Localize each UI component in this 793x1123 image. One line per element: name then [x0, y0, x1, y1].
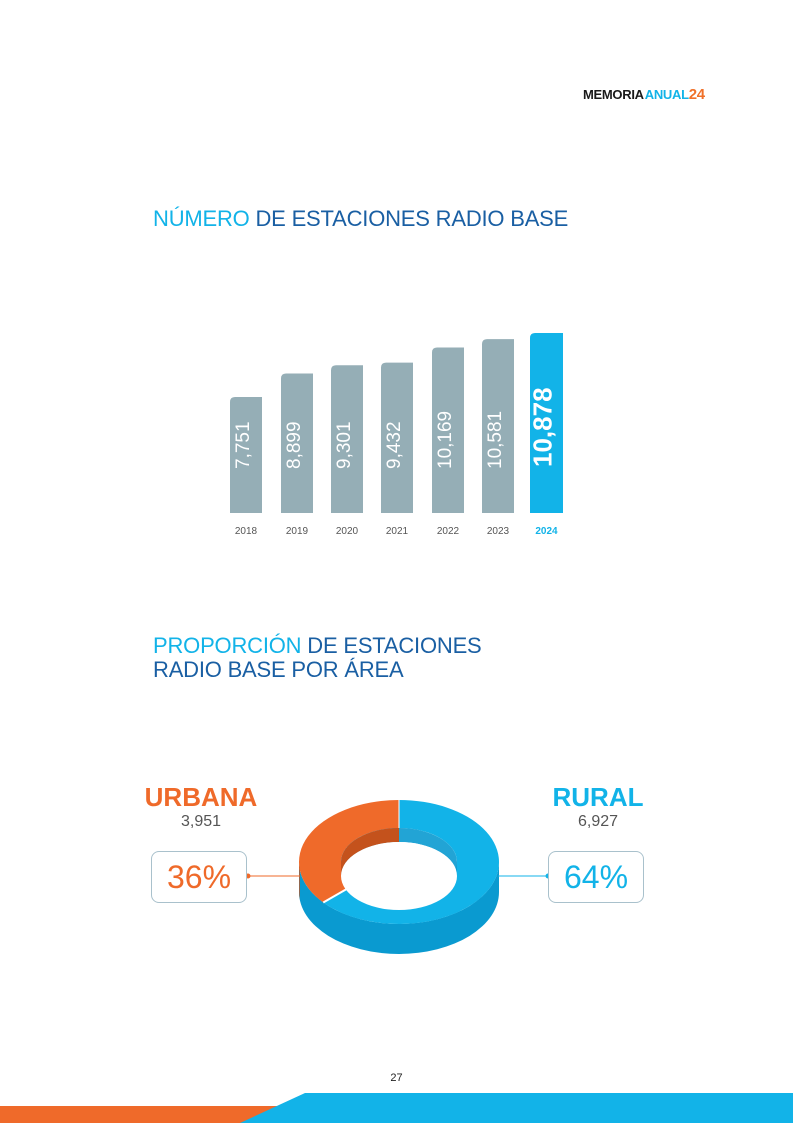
brand-logo: MEMORIAANUAL24: [583, 86, 705, 103]
bar-value-label: 10,878: [528, 387, 558, 467]
title-highlight: PROPORCIÓN: [153, 633, 302, 658]
bar-value-label: 10,169: [435, 411, 456, 469]
bar-value-label: 8,899: [284, 421, 305, 469]
year-label: 2019: [286, 526, 309, 537]
rural-count: 6,927: [577, 813, 619, 830]
title-rest-line1: DE ESTACIONES: [301, 633, 482, 658]
title-line2: RADIO BASE POR ÁREA: [153, 657, 404, 682]
bar-2020: [331, 365, 363, 513]
section-title-base-stations: NÚMERO DE ESTACIONES RADIO BASE: [153, 207, 568, 231]
title-rest: DE ESTACIONES RADIO BASE: [249, 206, 569, 231]
brand-memoria: MEMORIA: [583, 87, 644, 102]
year-label: 2021: [386, 526, 409, 537]
footer-cyan-stripe: [240, 1093, 793, 1123]
donut-hole: [341, 842, 457, 910]
donut-side-rural: [299, 862, 499, 954]
bar-value-label: 9,432: [384, 421, 405, 469]
donut-side-urban: [299, 862, 300, 900]
bar-value-label: 9,301: [334, 421, 355, 469]
rural-percent-box: 64%: [548, 851, 644, 903]
bar-2018: [230, 397, 262, 513]
section-title-area-proportion: PROPORCIÓN DE ESTACIONES RADIO BASE POR …: [153, 634, 482, 682]
brand-anual: ANUAL: [644, 87, 689, 102]
bar-2023: [482, 339, 514, 513]
year-label: 2020: [336, 526, 359, 537]
year-label: 2022: [437, 526, 460, 537]
bar-2022: [432, 347, 464, 513]
urban-percent-box: 36%: [151, 851, 247, 903]
year-label: 2023: [487, 526, 510, 537]
urban-count: 3,951: [180, 813, 222, 830]
rural-label: RURAL: [552, 782, 644, 812]
brand-year: 24: [688, 86, 705, 103]
year-label: 2018: [235, 526, 258, 537]
donut-separator: [322, 883, 356, 904]
donut-chart: [245, 799, 551, 954]
year-label: 2024: [535, 526, 558, 537]
footer-orange-stripe: [0, 1106, 290, 1123]
bar-value-label: 7,751: [233, 421, 254, 469]
urban-label: URBANA: [144, 782, 258, 812]
bar-chart: 7,751 2018 8,899 2019 9,301 2020 9,432 2021 10,1…: [230, 333, 563, 537]
donut-inner-wall-urban: [341, 828, 399, 876]
bar-value-label: 10,581: [485, 411, 506, 469]
page-number: 27: [390, 1072, 403, 1084]
bar-2019: [281, 373, 313, 513]
bar-2021: [381, 362, 413, 513]
title-highlight: NÚMERO: [153, 206, 250, 231]
bar-2024: [530, 333, 563, 513]
donut-slice-urban: [298, 799, 399, 903]
